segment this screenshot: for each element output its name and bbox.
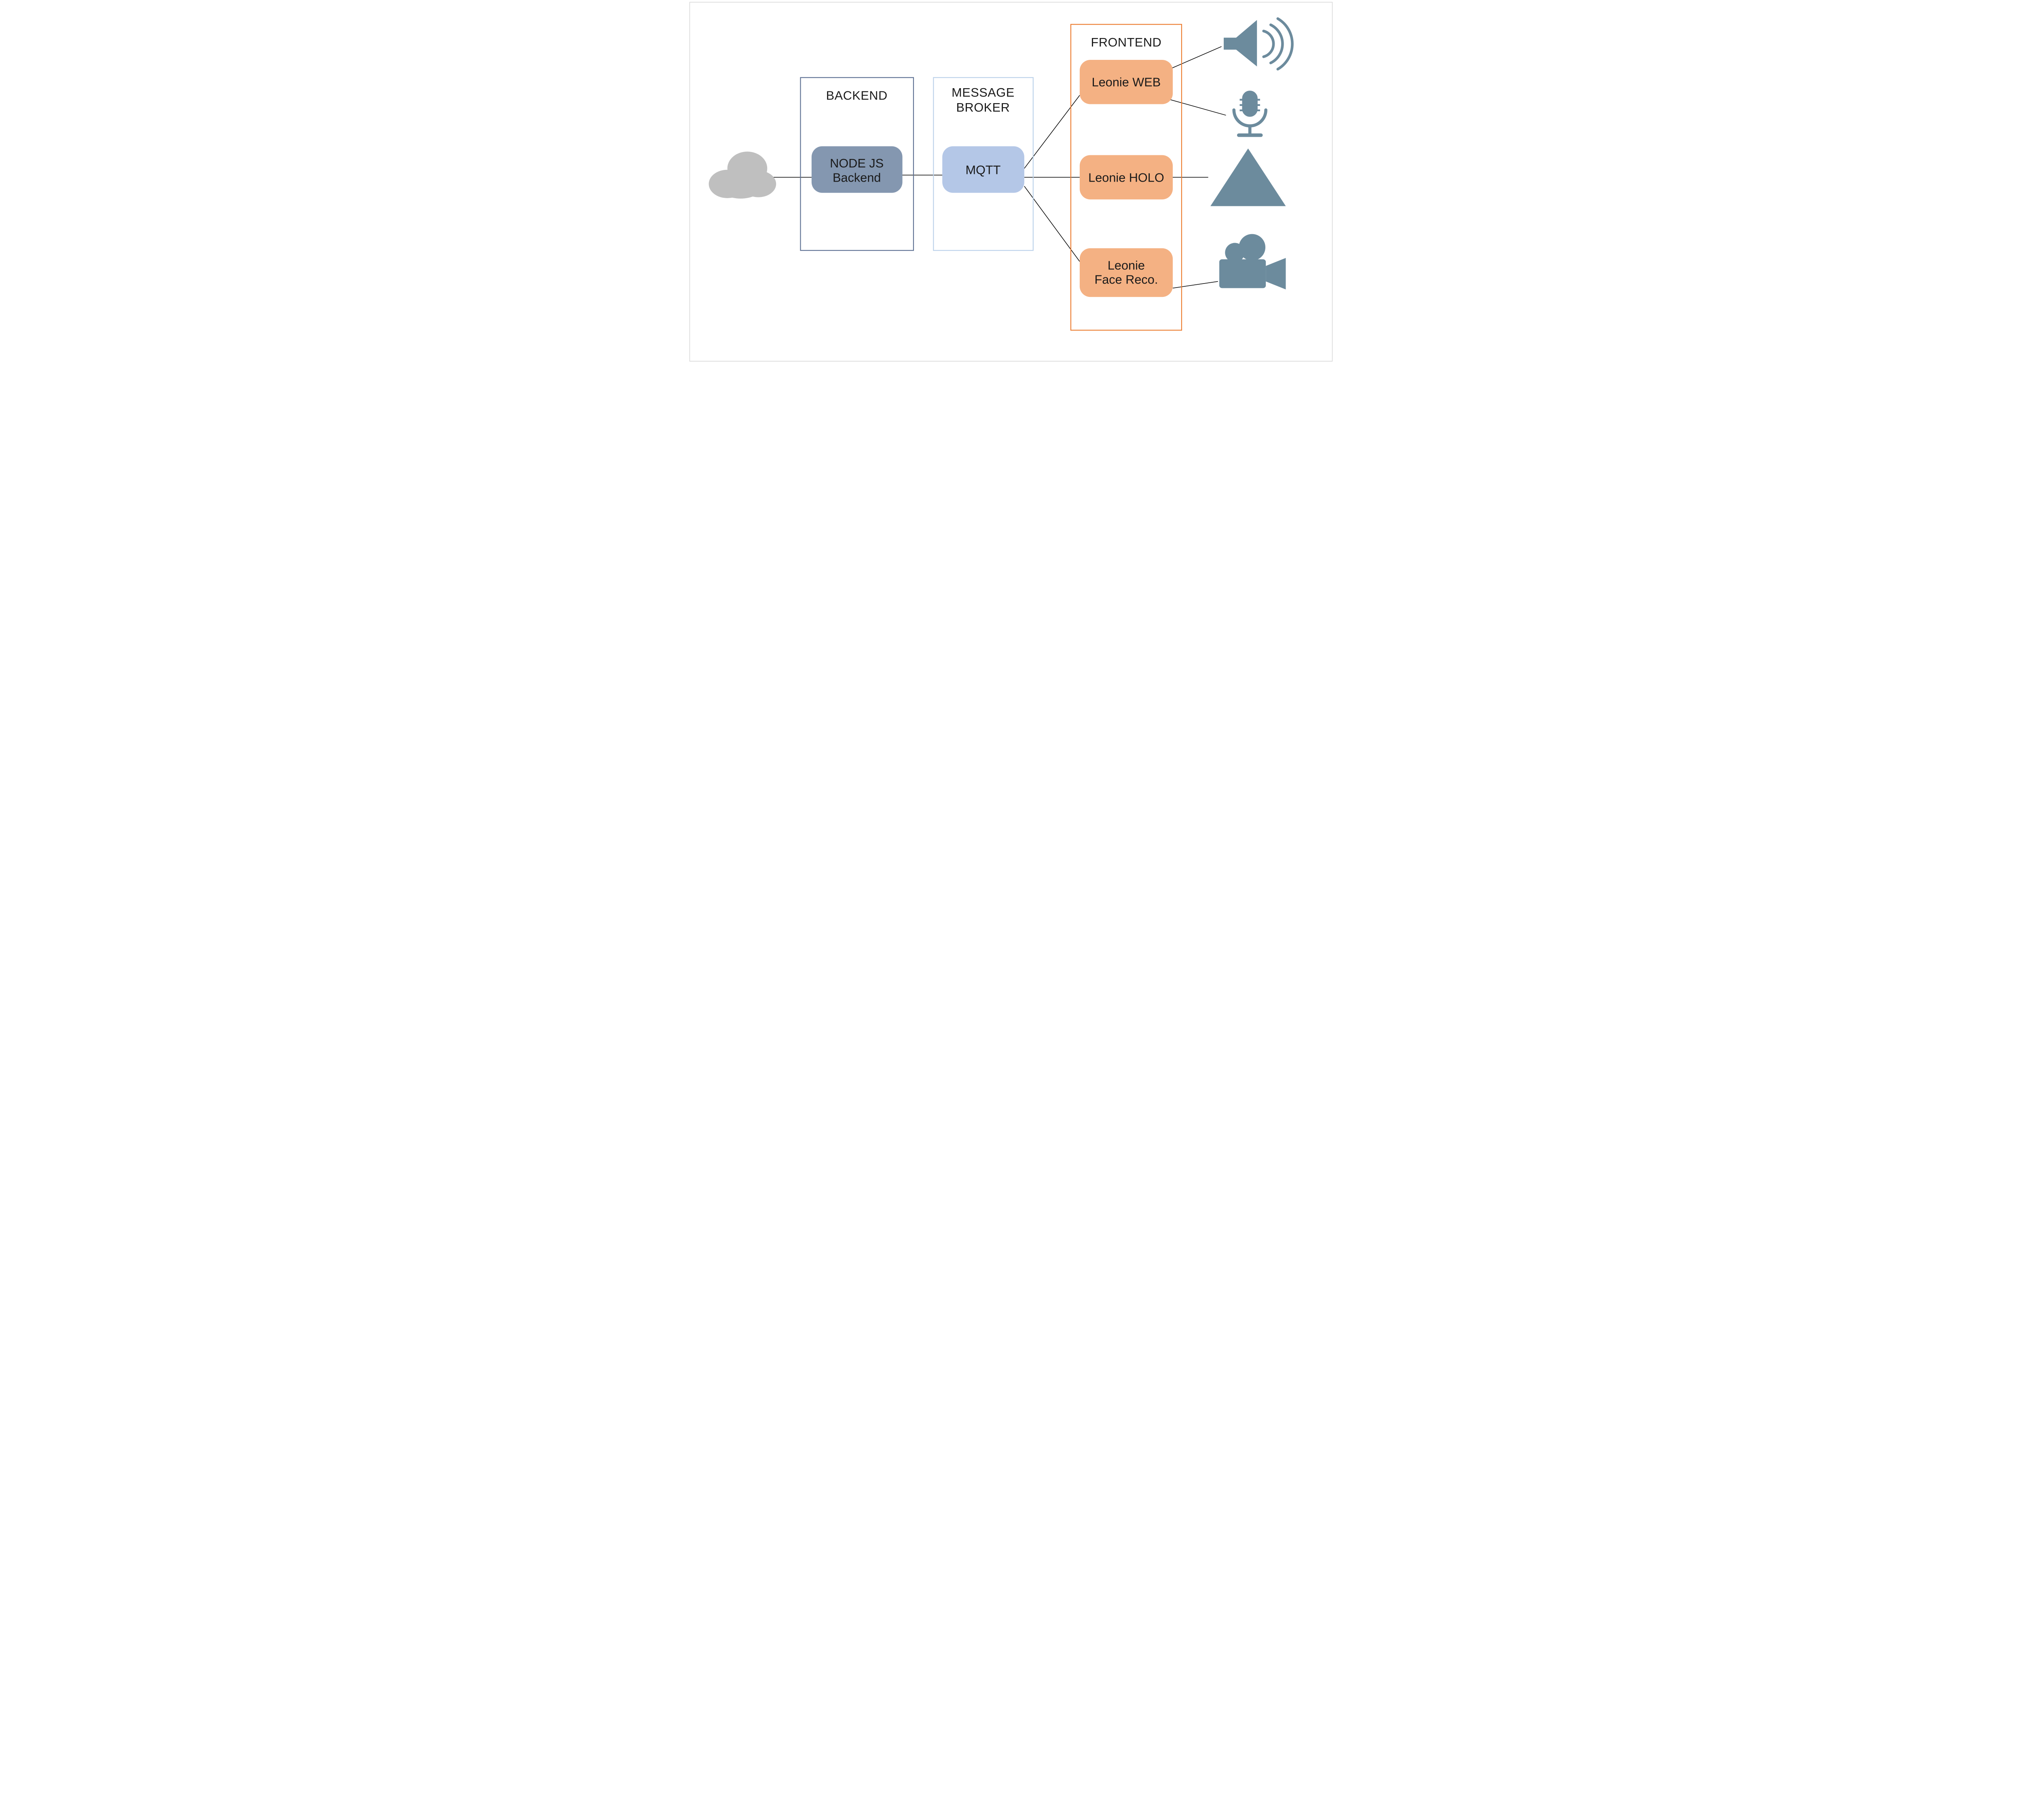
backend-node: NODE JS Backend [812,146,903,193]
web-node-label: Leonie WEB [1092,75,1161,89]
mqtt-node-label: MQTT [966,163,1001,177]
mqtt-node: MQTT [942,146,1024,193]
frontend-panel-title: FRONTEND [1091,35,1162,49]
web-node: Leonie WEB [1080,60,1173,104]
backend-panel-title: BACKEND [826,89,888,103]
backend-node-label-2: Backend [833,170,881,184]
face-node-label-2: Face Reco. [1095,272,1158,286]
holo-node: Leonie HOLO [1080,155,1173,200]
broker-panel-title-1: MESSAGE [952,85,1015,99]
face-node-label-1: Leonie [1108,258,1145,272]
face-node: Leonie Face Reco. [1080,248,1173,297]
holo-node-label: Leonie HOLO [1088,170,1164,184]
broker-panel-title-2: BROKER [956,100,1010,114]
architecture-diagram: BACKEND MESSAGE BROKER FRONTEND NODE JS … [687,0,1335,364]
backend-node-label-1: NODE JS [830,156,884,170]
